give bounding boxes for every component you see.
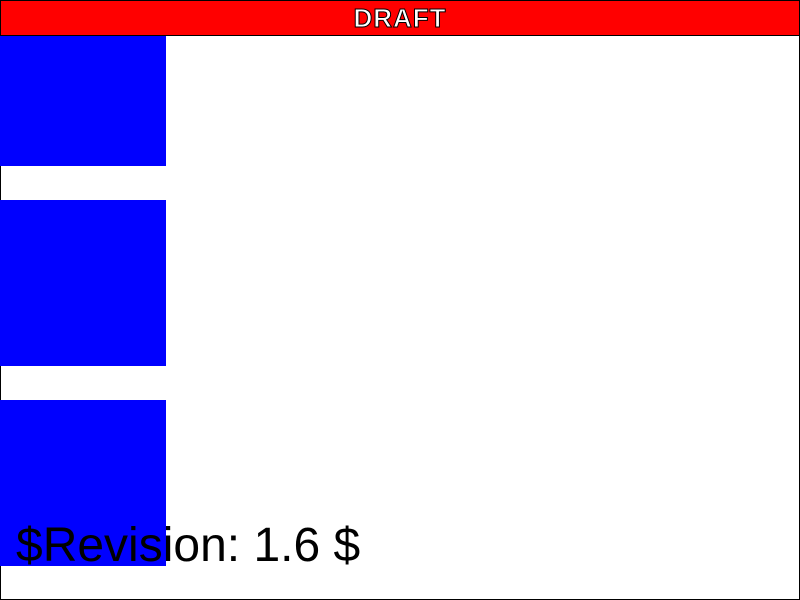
draft-banner: DRAFT bbox=[0, 0, 800, 36]
revision-label: $Revision: 1.6 $ bbox=[16, 519, 361, 572]
blue-block-2 bbox=[0, 200, 166, 366]
draft-banner-label: DRAFT bbox=[353, 3, 447, 33]
blue-block-3 bbox=[0, 400, 166, 566]
